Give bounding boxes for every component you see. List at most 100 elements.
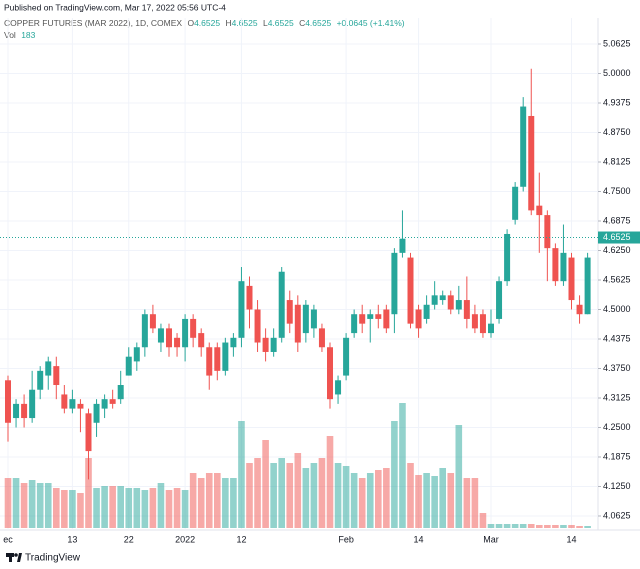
footer-brand: TradingView bbox=[25, 553, 81, 564]
published-note: Published on TradingView.com, Mar 17, 20… bbox=[4, 2, 226, 12]
volume-bar bbox=[12, 478, 20, 528]
volume-bar bbox=[214, 473, 221, 528]
volume-bar bbox=[222, 478, 229, 528]
volume-bar bbox=[93, 488, 100, 528]
candle-body bbox=[294, 304, 301, 343]
y-tick-label: 4.1875 bbox=[603, 451, 631, 461]
candle-body bbox=[576, 304, 583, 315]
candle-body bbox=[512, 186, 519, 220]
x-tick-label: 12 bbox=[236, 534, 246, 544]
volume-bar bbox=[350, 473, 358, 528]
candles bbox=[5, 68, 591, 480]
candle-body bbox=[552, 248, 559, 282]
candle-body bbox=[496, 281, 503, 319]
volume-bar bbox=[415, 475, 422, 528]
candle-body bbox=[206, 347, 213, 376]
volume-bar bbox=[69, 490, 76, 528]
volume-bar bbox=[125, 488, 133, 528]
volume-bar bbox=[584, 526, 591, 528]
volume-bar bbox=[61, 490, 68, 528]
candle-body bbox=[504, 233, 511, 282]
logo-shape bbox=[17, 553, 22, 562]
volume-bar bbox=[44, 483, 52, 528]
volume-bar bbox=[238, 421, 245, 528]
y-tick-label: 5.0625 bbox=[603, 38, 631, 48]
volume-bar bbox=[544, 525, 551, 528]
candle-body bbox=[117, 385, 124, 400]
volume-bar bbox=[117, 486, 124, 528]
candle-body bbox=[149, 314, 156, 329]
candle-body bbox=[335, 380, 342, 395]
candle-body bbox=[174, 337, 181, 348]
legend-symbol: COPPER FUTURES (MAR 2022), 1D, COMEX bbox=[4, 18, 182, 28]
y-tick-label: 4.3750 bbox=[603, 363, 631, 373]
candle-body bbox=[45, 361, 52, 376]
legend-value: 4.6525 bbox=[194, 18, 220, 28]
volume-bar bbox=[334, 463, 342, 528]
volume-bar bbox=[342, 466, 350, 528]
candle-body bbox=[318, 328, 325, 348]
volume-bar bbox=[407, 463, 414, 528]
candle-body bbox=[29, 389, 36, 419]
volume-bar bbox=[366, 473, 374, 528]
candle-body bbox=[391, 252, 398, 315]
candle-body bbox=[471, 314, 478, 329]
volume-bar bbox=[391, 421, 398, 528]
volume-bar bbox=[28, 480, 36, 528]
volume-bar bbox=[326, 436, 334, 528]
y-tick-label: 4.4375 bbox=[603, 333, 631, 343]
x-tick-label: ec bbox=[3, 534, 13, 544]
candle-body bbox=[69, 399, 76, 409]
candle-body bbox=[222, 342, 229, 371]
candle-body bbox=[246, 285, 253, 310]
legend-line: COPPER FUTURES (MAR 2022), 1D, COMEX O4.… bbox=[4, 18, 405, 28]
candle-body bbox=[488, 323, 494, 334]
volume-bar bbox=[262, 440, 269, 528]
y-tick-label: 4.8125 bbox=[603, 156, 631, 166]
volume-bar bbox=[173, 488, 181, 528]
volume-bar bbox=[447, 473, 455, 528]
candle-body bbox=[568, 257, 575, 301]
volume-bar bbox=[85, 458, 92, 528]
volume-bar bbox=[205, 473, 213, 528]
volume-bar bbox=[36, 483, 44, 528]
candle-body bbox=[286, 300, 293, 324]
y-tick-label: 4.3125 bbox=[603, 392, 631, 402]
volume-bar bbox=[230, 478, 237, 528]
volume-bar bbox=[495, 524, 503, 528]
candle-body bbox=[166, 328, 172, 348]
candle-body bbox=[198, 333, 205, 348]
volume-bar bbox=[310, 463, 318, 528]
y-tick-label: 4.6250 bbox=[603, 245, 631, 255]
x-tick-label: 2022 bbox=[175, 534, 195, 544]
candle-body bbox=[359, 314, 366, 324]
volume-bar bbox=[101, 486, 108, 528]
volume-bar bbox=[455, 425, 463, 528]
candle-body bbox=[407, 257, 414, 324]
candle-body bbox=[536, 205, 543, 216]
candle-body bbox=[93, 403, 100, 423]
volume-bar bbox=[560, 525, 567, 528]
y-tick-label: 4.2500 bbox=[603, 422, 631, 432]
volume-bar bbox=[463, 478, 471, 528]
candle-body bbox=[21, 403, 28, 419]
legend-key: L bbox=[263, 18, 268, 28]
volume-bar bbox=[4, 478, 12, 528]
candle-body bbox=[520, 106, 527, 187]
volume-bar bbox=[527, 524, 535, 528]
y-tick-label: 4.9375 bbox=[603, 97, 631, 107]
x-tick-label: 13 bbox=[67, 534, 77, 544]
candle-body bbox=[463, 300, 470, 319]
current-price-box bbox=[598, 231, 640, 244]
volume-bar bbox=[149, 488, 157, 528]
volume-bar bbox=[519, 524, 527, 528]
candle-body bbox=[383, 309, 390, 329]
volume-bar bbox=[487, 524, 495, 528]
volume-bar bbox=[157, 483, 165, 528]
candle-body bbox=[351, 314, 358, 334]
volume-bar bbox=[20, 483, 28, 528]
volume-bar bbox=[286, 463, 294, 528]
volume-bar bbox=[270, 463, 277, 528]
candle-body bbox=[254, 309, 261, 343]
